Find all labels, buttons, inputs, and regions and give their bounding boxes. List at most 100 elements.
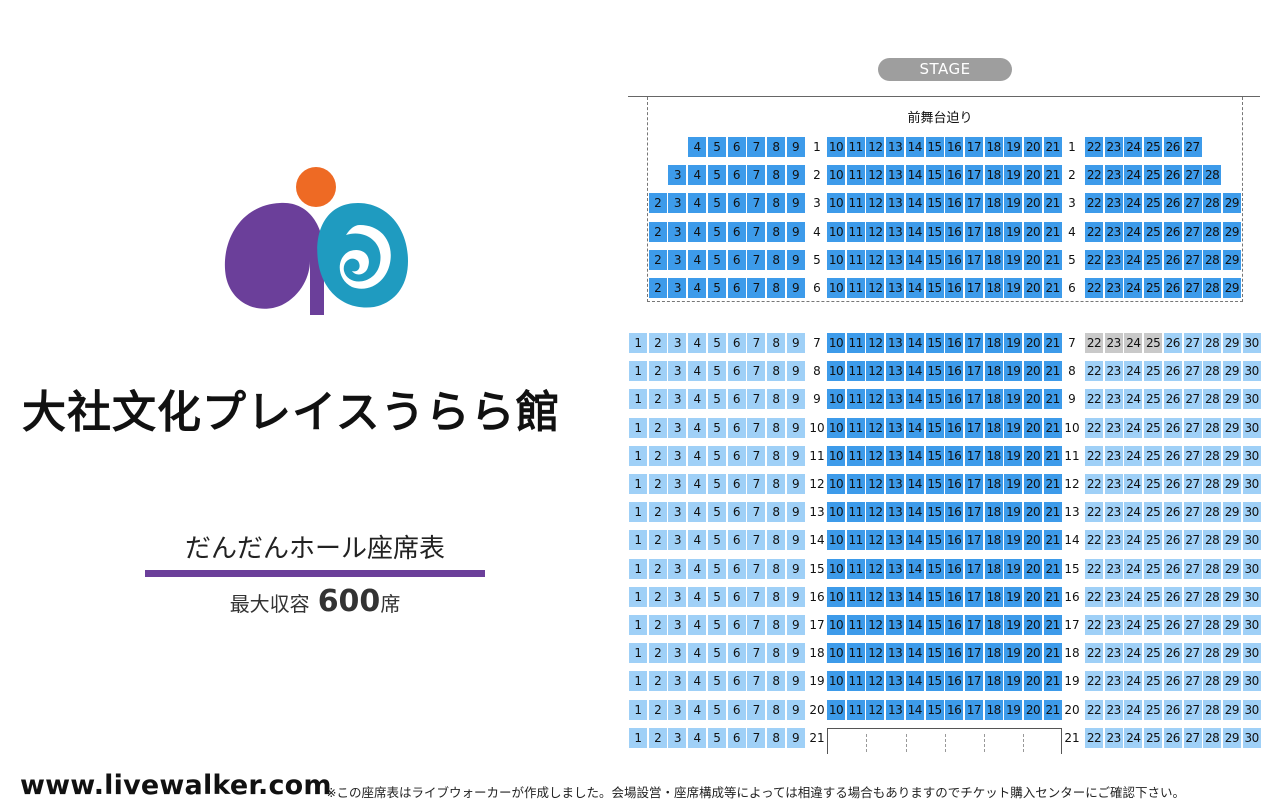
seat[interactable]: 7 — [747, 361, 766, 382]
seat[interactable]: 7 — [747, 165, 766, 186]
seat[interactable]: 4 — [688, 671, 707, 692]
seat[interactable]: 19 — [1004, 221, 1023, 242]
seat[interactable]: 12 — [866, 165, 885, 186]
seat[interactable]: 24 — [1124, 727, 1143, 748]
seat[interactable]: 15 — [925, 165, 944, 186]
seat[interactable]: 8 — [766, 643, 785, 664]
seat[interactable]: 12 — [866, 193, 885, 214]
seat[interactable]: 17 — [964, 137, 983, 157]
seat[interactable]: 12 — [866, 221, 885, 242]
seat[interactable]: 13 — [886, 361, 905, 382]
seat[interactable]: 14 — [905, 417, 924, 438]
seat[interactable]: 5 — [707, 643, 726, 664]
seat[interactable]: 28 — [1203, 221, 1222, 242]
seat[interactable]: 25 — [1144, 699, 1163, 720]
seat[interactable]: 11 — [846, 530, 865, 551]
seat[interactable]: 19 — [1004, 558, 1023, 579]
seat[interactable]: 14 — [905, 671, 924, 692]
seat[interactable]: 15 — [925, 671, 944, 692]
seat[interactable]: 6 — [727, 361, 746, 382]
seat[interactable]: 11 — [846, 445, 865, 466]
seat[interactable]: 12 — [866, 249, 885, 270]
seat[interactable]: 2 — [648, 445, 667, 466]
seat[interactable]: 15 — [925, 137, 944, 157]
seat[interactable]: 20 — [1024, 417, 1042, 438]
seat[interactable]: 17 — [964, 699, 983, 720]
seat[interactable]: 29 — [1222, 558, 1241, 579]
seat[interactable]: 18 — [984, 558, 1003, 579]
seat[interactable]: 14 — [905, 558, 924, 579]
seat[interactable]: 30 — [1242, 474, 1261, 494]
seat[interactable]: 18 — [984, 389, 1003, 410]
seat[interactable]: 27 — [1183, 389, 1202, 410]
seat[interactable]: 11 — [846, 474, 865, 494]
seat[interactable]: 27 — [1183, 333, 1202, 353]
seat[interactable]: 20 — [1024, 278, 1042, 298]
seat[interactable]: 15 — [925, 643, 944, 664]
seat[interactable]: 23 — [1104, 278, 1123, 298]
seat[interactable]: 4 — [688, 586, 707, 607]
seat[interactable]: 26 — [1163, 699, 1182, 720]
seat[interactable]: 1 — [629, 474, 647, 494]
seat[interactable]: 1 — [629, 389, 647, 410]
seat[interactable]: 20 — [1024, 671, 1042, 692]
seat[interactable]: 24 — [1124, 278, 1143, 298]
seat[interactable]: 23 — [1104, 615, 1123, 635]
seat[interactable]: 10 — [827, 417, 845, 438]
seat[interactable]: 16 — [945, 193, 964, 214]
seat[interactable]: 30 — [1242, 530, 1261, 551]
seat[interactable]: 9 — [786, 586, 805, 607]
seat[interactable]: 23 — [1104, 558, 1123, 579]
seat[interactable]: 22 — [1085, 474, 1103, 494]
seat[interactable]: 28 — [1203, 727, 1222, 748]
seat[interactable]: 19 — [1004, 445, 1023, 466]
seat[interactable]: 16 — [945, 643, 964, 664]
seat[interactable]: 25 — [1144, 615, 1163, 635]
seat[interactable]: 25 — [1144, 249, 1163, 270]
seat[interactable]: 26 — [1163, 615, 1182, 635]
seat[interactable]: 1 — [629, 502, 647, 523]
seat[interactable]: 24 — [1124, 530, 1143, 551]
seat[interactable]: 13 — [886, 502, 905, 523]
seat[interactable]: 17 — [964, 193, 983, 214]
seat[interactable]: 6 — [727, 615, 746, 635]
seat[interactable]: 12 — [866, 530, 885, 551]
seat[interactable]: 20 — [1024, 643, 1042, 664]
seat[interactable]: 25 — [1144, 474, 1163, 494]
seat[interactable]: 15 — [925, 558, 944, 579]
seat[interactable]: 1 — [629, 699, 647, 720]
seat[interactable]: 14 — [905, 278, 924, 298]
seat[interactable]: 9 — [786, 474, 805, 494]
seat[interactable]: 25 — [1144, 671, 1163, 692]
seat[interactable]: 29 — [1222, 727, 1241, 748]
seat[interactable]: 23 — [1104, 361, 1123, 382]
seat[interactable]: 12 — [866, 586, 885, 607]
seat[interactable]: 22 — [1085, 558, 1103, 579]
seat[interactable]: 19 — [1004, 249, 1023, 270]
seat[interactable]: 19 — [1004, 643, 1023, 664]
seat[interactable]: 1 — [629, 643, 647, 664]
seat[interactable]: 28 — [1203, 530, 1222, 551]
seat[interactable]: 21 — [1043, 558, 1062, 579]
seat[interactable]: 20 — [1024, 502, 1042, 523]
seat[interactable]: 26 — [1163, 389, 1182, 410]
seat[interactable]: 14 — [905, 137, 924, 157]
seat[interactable]: 5 — [707, 165, 726, 186]
seat[interactable]: 6 — [727, 643, 746, 664]
seat[interactable]: 11 — [846, 615, 865, 635]
seat[interactable]: 3 — [668, 417, 687, 438]
seat[interactable]: 29 — [1222, 221, 1241, 242]
seat[interactable]: 2 — [648, 586, 667, 607]
seat[interactable]: 9 — [786, 727, 805, 748]
seat[interactable]: 3 — [668, 727, 687, 748]
seat[interactable]: 6 — [727, 530, 746, 551]
seat[interactable]: 7 — [747, 333, 766, 353]
seat[interactable]: 17 — [964, 221, 983, 242]
seat[interactable]: 17 — [964, 643, 983, 664]
seat[interactable]: 7 — [747, 221, 766, 242]
seat[interactable]: 25 — [1144, 417, 1163, 438]
seat[interactable]: 6 — [727, 389, 746, 410]
seat[interactable]: 9 — [786, 361, 805, 382]
seat[interactable]: 24 — [1124, 221, 1143, 242]
seat[interactable]: 15 — [925, 474, 944, 494]
